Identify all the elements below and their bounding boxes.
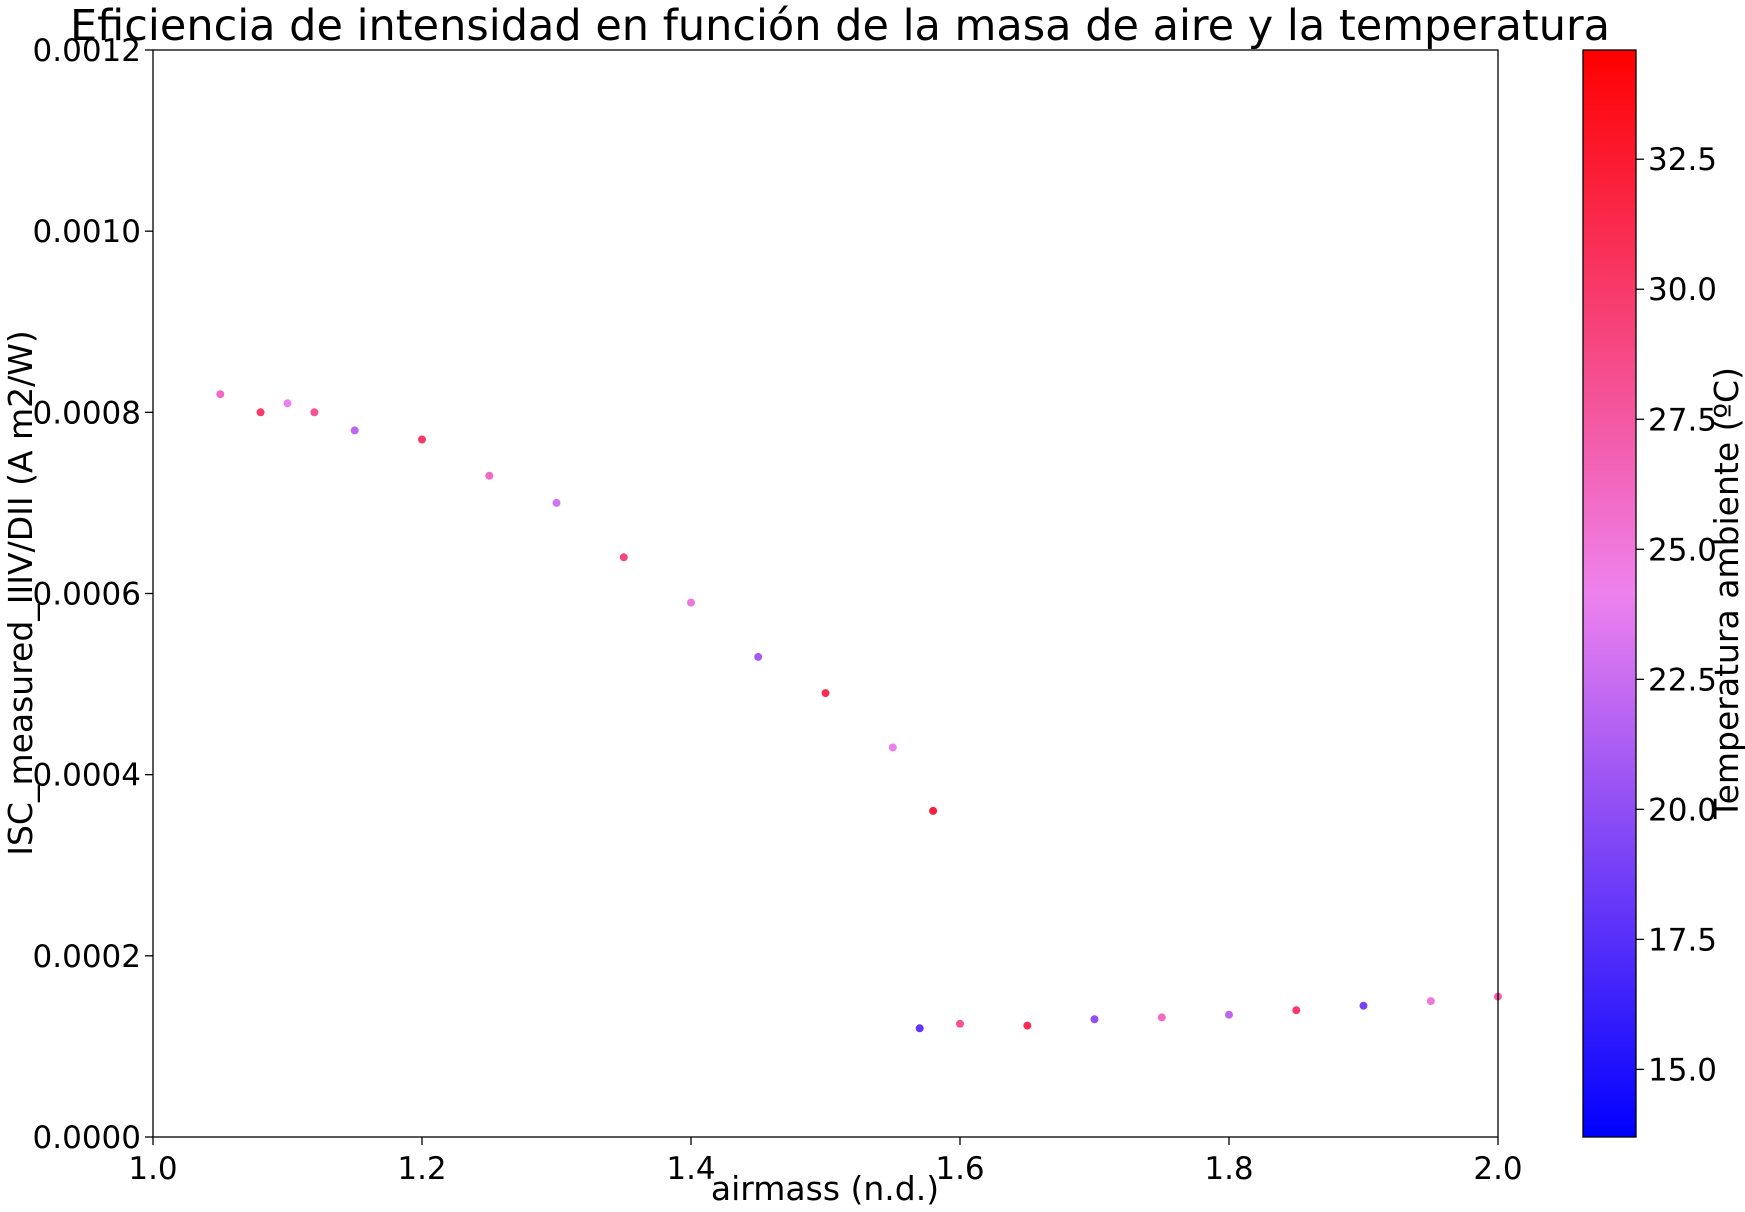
- x-tick-label: 1.4: [666, 1151, 715, 1187]
- y-tick-label: 0.0000: [33, 1120, 141, 1156]
- data-point: [1426, 997, 1435, 1006]
- x-tick-label: 1.6: [935, 1151, 984, 1187]
- y-tick-label: 0.0002: [33, 939, 141, 975]
- data-point: [1292, 1006, 1301, 1015]
- x-axis: 1.0 1.2 1.4 1.6 1.8 2.0: [128, 1137, 1523, 1187]
- x-axis-label: airmass (n.d.): [711, 1169, 939, 1208]
- data-point: [310, 408, 319, 417]
- colorbar: [1582, 49, 1637, 1138]
- data-point: [1157, 1013, 1166, 1022]
- data-point: [418, 435, 426, 444]
- data-point: [915, 1024, 924, 1033]
- colorbar-tick-label: 30.0: [1648, 272, 1717, 308]
- colorbar-ticks: 15.0 17.5 20.0 22.5 25.0 27.5 30.0 32.5: [1636, 142, 1717, 1088]
- data-point: [256, 408, 265, 417]
- colorbar-tick-label: 22.5: [1648, 662, 1717, 698]
- y-tick-label: 0.0006: [33, 577, 141, 613]
- y-tick-label: 0.0008: [33, 395, 141, 431]
- scatter-points: [216, 390, 1502, 1033]
- plot-frame: [152, 49, 1499, 1138]
- data-point: [350, 426, 359, 435]
- data-point: [1023, 1021, 1032, 1030]
- chart-title: Eficiencia de intensidad en función de l…: [70, 1, 1610, 51]
- data-point: [754, 652, 763, 661]
- x-tick-label: 1.0: [128, 1151, 177, 1187]
- y-tick-label: 0.0004: [33, 758, 141, 794]
- data-point: [888, 743, 897, 752]
- colorbar-tick-label: 32.5: [1648, 142, 1717, 178]
- y-tick-label: 0.0012: [33, 33, 141, 69]
- x-tick-label: 1.2: [397, 1151, 446, 1187]
- colorbar-tick-label: 20.0: [1648, 792, 1717, 828]
- data-point: [821, 689, 830, 698]
- data-point: [929, 806, 938, 815]
- data-point: [283, 399, 292, 408]
- colorbar-label: Temperatura ambiente (ºC): [1707, 367, 1745, 820]
- data-point: [552, 498, 561, 507]
- data-point: [1359, 1001, 1368, 1010]
- colorbar-tick-label: 25.0: [1648, 532, 1717, 568]
- data-point: [485, 471, 494, 480]
- colorbar-tick-label: 27.5: [1648, 402, 1717, 438]
- data-point: [687, 598, 695, 607]
- y-tick-label: 0.0010: [33, 214, 141, 250]
- colorbar-tick-label: 17.5: [1648, 922, 1717, 958]
- data-point: [1090, 1015, 1099, 1024]
- data-point: [216, 390, 225, 399]
- y-axis: 0.0000 0.0002 0.0004 0.0006 0.0008 0.0010 0.00…: [33, 33, 153, 1156]
- data-point: [956, 1019, 964, 1028]
- x-tick-label: 2.0: [1473, 1151, 1522, 1187]
- y-axis-label: ISC_measured_IIIV/DII (A m2/W): [1, 330, 40, 856]
- x-tick-label: 1.8: [1204, 1151, 1253, 1187]
- colorbar-tick-label: 15.0: [1648, 1052, 1717, 1088]
- data-point: [619, 553, 628, 562]
- data-point: [1225, 1010, 1233, 1019]
